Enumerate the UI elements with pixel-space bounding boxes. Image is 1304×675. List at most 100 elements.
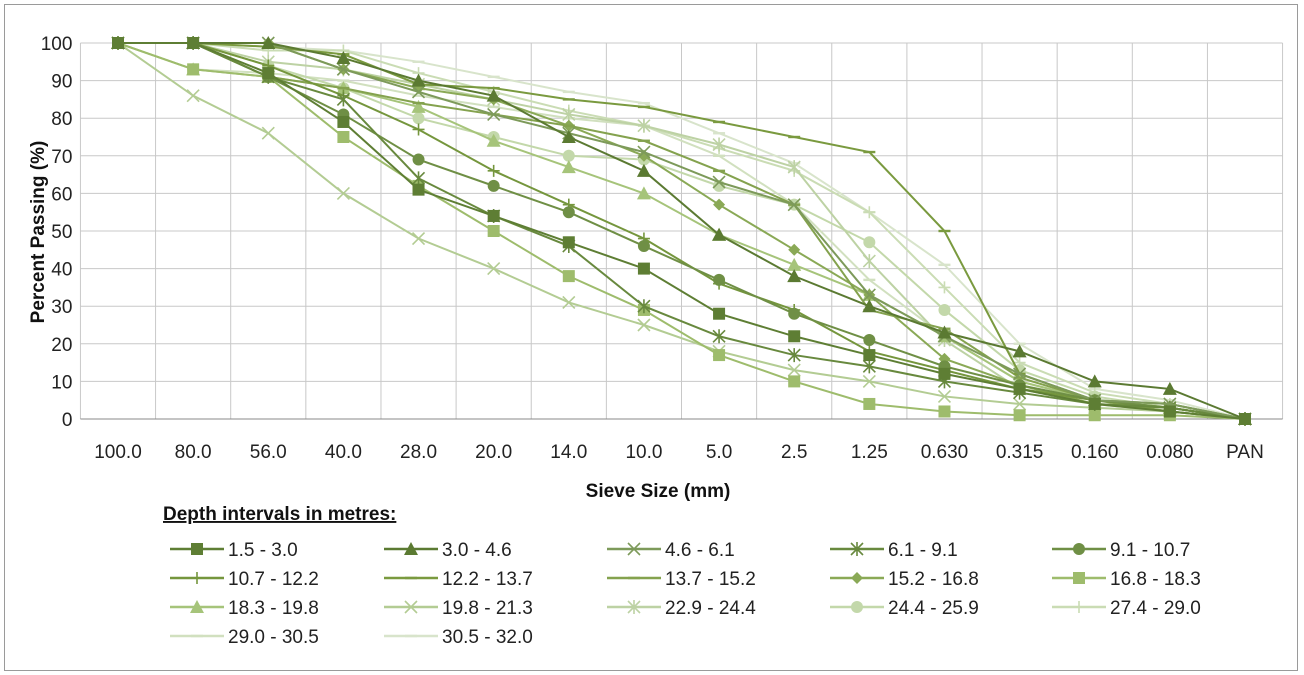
legend-swatch-marker [191, 572, 203, 584]
data-point [487, 209, 500, 222]
x-tick-label: 20.0 [475, 442, 512, 463]
legend-label: 3.0 - 4.6 [442, 540, 512, 561]
data-point [336, 92, 350, 107]
data-point [411, 99, 426, 113]
data-point [562, 107, 576, 122]
data-point [787, 269, 802, 283]
legend-label: 29.0 - 30.5 [228, 627, 319, 648]
data-point [412, 112, 425, 125]
legend-item: 4.6 - 6.1 [607, 540, 735, 561]
data-point [712, 137, 726, 152]
data-point [186, 89, 200, 103]
legend-label: 15.2 - 16.8 [888, 569, 979, 590]
data-point [713, 307, 726, 320]
data-point [1088, 397, 1101, 410]
legend-swatch-marker [627, 542, 641, 556]
y-tick-label: 90 [51, 72, 72, 93]
legend-title: Depth intervals in metres: [163, 504, 396, 525]
data-point [938, 367, 951, 380]
data-point [637, 145, 651, 159]
data-point [411, 73, 426, 87]
y-tick-label: 20 [51, 335, 72, 356]
series-line [118, 42, 1246, 420]
y-tick-label: 30 [51, 297, 72, 318]
y-tick-label: 10 [51, 372, 72, 393]
legend: 1.5 - 3.0 3.0 - 4.6 4.6 - 6.1 6.1 - 9.1 9.1 … [170, 540, 1201, 648]
data-point [261, 36, 276, 49]
x-tick-label: 14.0 [550, 442, 587, 463]
legend-item: 19.8 - 21.3 [384, 598, 533, 619]
data-point [486, 88, 501, 102]
series-line [118, 42, 1246, 420]
data-point [337, 115, 350, 128]
data-point [412, 183, 425, 196]
legend-item: 27.4 - 29.0 [1052, 598, 1201, 619]
legend-swatch-marker [190, 600, 204, 613]
data-point [562, 236, 575, 249]
data-point [1013, 409, 1026, 422]
legend-item: 1.5 - 3.0 [170, 540, 298, 561]
data-point [486, 133, 501, 147]
data-point [561, 130, 576, 143]
data-point [863, 236, 876, 249]
data-point [787, 363, 801, 377]
series-line [118, 42, 1246, 420]
data-point [637, 318, 651, 332]
data-point [637, 240, 650, 253]
x-tick-label: 2.5 [781, 442, 807, 463]
y-axis-title: Percent Passing (%) [28, 141, 49, 324]
data-point [713, 273, 726, 286]
data-point [636, 186, 651, 200]
legend-swatch-marker [191, 543, 203, 555]
series-line [118, 42, 1246, 420]
data-point [712, 175, 726, 189]
data-point [937, 325, 952, 339]
series-line [117, 42, 1246, 420]
data-point [636, 163, 651, 177]
data-point [938, 281, 951, 294]
data-point [862, 254, 876, 269]
data-point [863, 397, 876, 410]
x-tick-label: 56.0 [250, 442, 287, 463]
legend-swatch-marker [404, 600, 418, 614]
x-tick-label: 80.0 [175, 442, 212, 463]
x-axis-title: Sieve Size (mm) [586, 481, 731, 502]
y-tick-label: 60 [51, 184, 72, 205]
x-tick-label: 5.0 [706, 442, 732, 463]
x-tick-label: 10.0 [625, 442, 662, 463]
data-point [862, 374, 876, 388]
x-tick-label: 28.0 [400, 442, 437, 463]
data-point [938, 303, 951, 316]
legend-label: 22.9 - 24.4 [665, 598, 756, 619]
series-line [118, 42, 1246, 420]
data-point [1013, 367, 1027, 381]
data-point [187, 63, 200, 76]
legend-item: 18.3 - 19.8 [170, 598, 319, 619]
data-point [411, 231, 426, 246]
chart-frame [4, 4, 1298, 671]
legend-item: 22.9 - 24.4 [607, 598, 756, 619]
legend-item: 6.1 - 9.1 [830, 540, 958, 561]
data-point [187, 37, 200, 49]
data-point [336, 51, 351, 65]
data-point [787, 160, 801, 175]
data-point [1239, 413, 1251, 425]
data-point [937, 389, 952, 404]
y-tick-label: 80 [51, 109, 72, 130]
legend-label: 1.5 - 3.0 [228, 540, 298, 561]
data-point [487, 262, 501, 276]
data-point [561, 160, 576, 174]
legend-swatch-marker [627, 600, 641, 614]
data-point [1087, 374, 1102, 388]
data-point [411, 171, 426, 186]
y-axis-ticks: 0 10 20 30 40 50 60 70 80 90 100 [41, 34, 73, 431]
legend-item: 13.7 - 15.2 [607, 569, 756, 590]
legend-label: 4.6 - 6.1 [665, 540, 735, 561]
legend-swatch-marker [850, 542, 864, 556]
series-1-5-3-0 [112, 37, 1251, 425]
x-tick-label: 0.315 [996, 442, 1044, 463]
y-tick-label: 100 [41, 34, 73, 55]
data-point [112, 37, 124, 49]
legend-item: 16.8 - 18.3 [1052, 569, 1201, 590]
chart-grid [79, 42, 1284, 420]
